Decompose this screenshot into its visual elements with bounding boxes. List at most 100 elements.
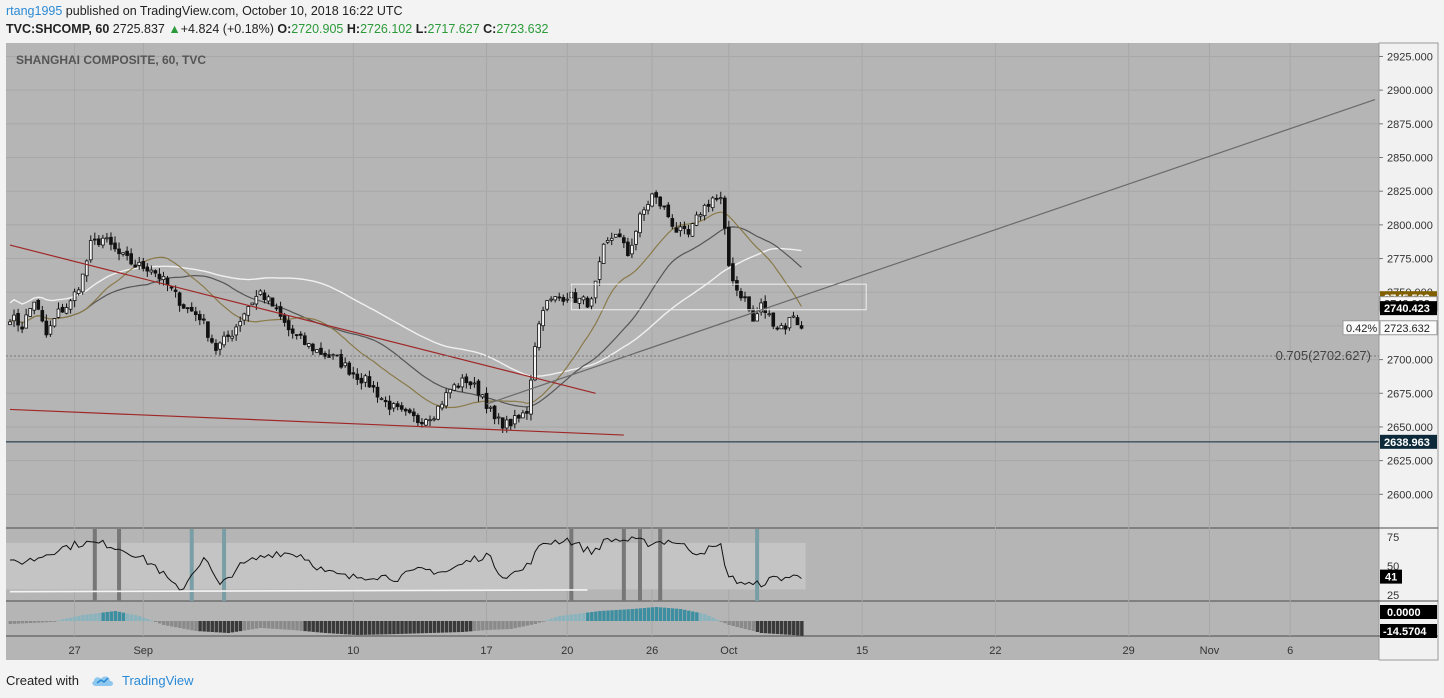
candle-body bbox=[755, 313, 759, 322]
percent-tag-text: 0.42% bbox=[1346, 323, 1377, 335]
price-tag bbox=[1379, 320, 1438, 336]
candle-body bbox=[727, 226, 731, 266]
low-value: 2717.627 bbox=[427, 22, 480, 36]
x-tick-label: 17 bbox=[480, 645, 492, 657]
candle-body bbox=[311, 343, 315, 352]
candle-body bbox=[577, 297, 582, 304]
candle-body bbox=[763, 301, 768, 313]
candle-body bbox=[706, 203, 711, 207]
rsi-trendline[interactable] bbox=[9, 589, 588, 593]
macd-histogram-bar bbox=[396, 621, 400, 634]
price-tag bbox=[1380, 301, 1437, 316]
macd-histogram-bar bbox=[311, 621, 315, 632]
candle-body bbox=[28, 308, 33, 317]
candle-body bbox=[282, 315, 287, 323]
macd-histogram-bar bbox=[444, 621, 449, 633]
macd-histogram-bar bbox=[489, 621, 493, 630]
rsi-signal-bar bbox=[638, 529, 642, 601]
macd-histogram-bar bbox=[792, 621, 796, 636]
ohlc-line: TVC:SHCOMP, 60 2725.837 ▲+4.824 (+0.18%)… bbox=[6, 22, 548, 36]
candle-body bbox=[286, 320, 291, 331]
candle-body bbox=[218, 342, 222, 350]
candle-body bbox=[24, 314, 28, 329]
candle-body bbox=[222, 335, 226, 346]
trendline-lower-red[interactable] bbox=[9, 408, 624, 436]
macd-histogram-bar bbox=[586, 612, 590, 621]
macd-histogram-bar bbox=[561, 615, 566, 621]
candle-body bbox=[670, 218, 675, 227]
candle-body bbox=[630, 244, 634, 255]
macd-histogram-bar bbox=[537, 621, 542, 623]
level-price-text: 2638.963 bbox=[1384, 437, 1430, 449]
candle-body bbox=[226, 334, 230, 337]
candle-body bbox=[480, 394, 485, 398]
candle-body bbox=[185, 307, 190, 310]
trendline-upper-red[interactable] bbox=[9, 244, 596, 394]
macd-histogram-bar bbox=[569, 614, 574, 621]
macd-histogram-bar bbox=[452, 621, 457, 633]
candle-body bbox=[387, 400, 392, 410]
macd-histogram-bar bbox=[420, 621, 424, 634]
macd-histogram-bar bbox=[678, 609, 683, 621]
candle-body bbox=[468, 381, 473, 386]
author-link[interactable]: rtang1995 bbox=[6, 4, 63, 18]
macd-histogram-bar bbox=[735, 621, 739, 627]
candle-body bbox=[133, 264, 138, 268]
candle-body bbox=[500, 417, 505, 429]
macd-histogram-bar bbox=[481, 621, 485, 631]
candle-body bbox=[210, 338, 214, 343]
candle-body bbox=[476, 380, 481, 396]
macd-histogram-bar bbox=[404, 621, 408, 634]
candle-body bbox=[525, 411, 529, 414]
macd-histogram-bar bbox=[618, 609, 622, 621]
macd-histogram-bar bbox=[307, 621, 311, 632]
macd-histogram-bar bbox=[388, 621, 392, 635]
candle-body bbox=[307, 343, 311, 347]
macd-histogram-bar bbox=[412, 621, 416, 634]
macd-histogram-bar bbox=[335, 621, 340, 634]
y-tick-label: 2650.000 bbox=[1387, 422, 1433, 434]
macd-histogram-bar bbox=[775, 621, 780, 635]
symbol-label: TVC:SHCOMP, 60 bbox=[6, 22, 110, 36]
candle-body bbox=[72, 291, 77, 301]
candle-body bbox=[262, 292, 267, 301]
candle-body bbox=[8, 321, 12, 325]
macd-histogram-bar bbox=[12, 621, 17, 624]
candle-body bbox=[561, 297, 566, 302]
price-axis bbox=[1378, 42, 1439, 661]
macd-histogram-bar bbox=[464, 621, 469, 632]
candle-body bbox=[448, 388, 453, 394]
candle-body bbox=[565, 298, 570, 301]
candle-body bbox=[206, 321, 210, 338]
macd-histogram-bar bbox=[153, 621, 158, 622]
macd-histogram-bar bbox=[166, 621, 170, 626]
macd-histogram-bar bbox=[670, 608, 675, 621]
candle-body bbox=[403, 408, 408, 412]
macd-histogram-bar bbox=[271, 621, 275, 629]
candle-body bbox=[674, 227, 679, 233]
x-tick-label: 26 bbox=[646, 645, 658, 657]
trendline-rising-gray[interactable] bbox=[486, 99, 1376, 405]
macd-histogram-bar bbox=[109, 611, 113, 621]
candle-body bbox=[783, 325, 788, 330]
macd-histogram-bar bbox=[731, 621, 735, 626]
macd-histogram-bar bbox=[517, 621, 521, 628]
macd-histogram-bar bbox=[174, 621, 178, 628]
candle-body bbox=[601, 243, 606, 264]
macd-histogram-bar bbox=[295, 621, 299, 631]
candle-body bbox=[452, 384, 457, 391]
macd-histogram-bar bbox=[432, 621, 437, 633]
macd-histogram-bar bbox=[598, 611, 602, 621]
candle-body bbox=[20, 326, 24, 330]
macd-histogram-bar bbox=[497, 621, 501, 630]
candle-body bbox=[363, 375, 368, 383]
candle-body bbox=[12, 314, 16, 322]
tradingview-link[interactable]: TradingView bbox=[122, 673, 194, 688]
candle-body bbox=[460, 377, 465, 388]
candle-body bbox=[508, 418, 513, 427]
candle-body bbox=[335, 354, 339, 357]
y-tick-label: 2600.000 bbox=[1387, 489, 1433, 501]
candle-body bbox=[32, 301, 37, 311]
macd-histogram-bar bbox=[687, 610, 691, 621]
